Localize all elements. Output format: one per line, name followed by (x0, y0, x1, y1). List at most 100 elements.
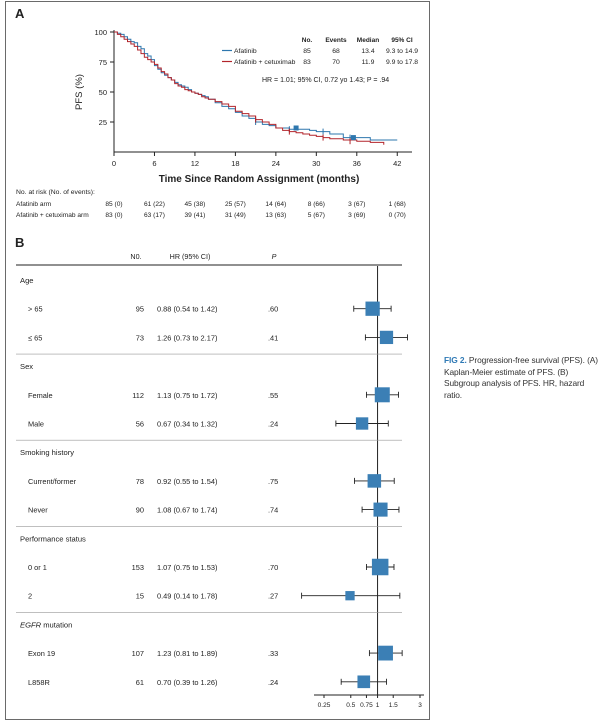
km-legend-value: 68 (332, 48, 340, 55)
forest-col-hr: HR (95% CI) (170, 252, 211, 261)
km-legend-value: 11.9 (362, 59, 375, 66)
km-legend-value: 70 (332, 59, 340, 66)
km-x-tick-label: 42 (393, 159, 401, 168)
km-x-tick-label: 0 (112, 159, 116, 168)
km-y-tick-label: 25 (99, 118, 107, 127)
risk-cell: 0 (70) (389, 212, 406, 219)
km-x-tick-label: 6 (152, 159, 156, 168)
forest-row-label: Male (28, 420, 44, 429)
km-legend-header: No. (302, 37, 313, 44)
risk-title: No. at risk (No. of events): (16, 189, 95, 196)
km-legend-value: 9.3 to 14.9 (386, 48, 418, 55)
risk-cell: 3 (69) (348, 212, 365, 219)
forest-point (378, 645, 393, 661)
km-x-tick-label: 36 (353, 159, 361, 168)
forest-row-label: Never (28, 506, 48, 515)
forest-row-label: > 65 (28, 305, 43, 314)
forest-row-label: Current/former (28, 477, 77, 486)
km-marker (350, 135, 356, 141)
forest-row-p: .74 (268, 506, 278, 515)
forest-point (367, 474, 382, 488)
forest-x-tick-label: 1.5 (389, 702, 398, 709)
km-legend-header: Events (325, 37, 347, 44)
km-y-axis-label: PFS (%) (74, 74, 85, 110)
forest-row-p: .33 (268, 649, 278, 658)
forest-col-p: P (272, 252, 277, 261)
panel-b-letter: B (15, 235, 24, 250)
forest-row-hr: 0.67 (0.34 to 1.32) (157, 420, 217, 429)
forest-point (345, 591, 355, 601)
forest-row-hr: 0.49 (0.14 to 1.78) (157, 592, 217, 601)
km-x-tick-label: 24 (272, 159, 280, 168)
km-legend: No. Events Median 95% CI Afatinib 85 68 13.4 9.3… (222, 37, 418, 66)
forest-row-hr: 1.26 (0.73 to 2.17) (157, 333, 217, 342)
forest-col-n: N0. (130, 252, 141, 261)
km-y-tick-label: 100 (94, 28, 107, 37)
forest-row-n: 61 (136, 678, 144, 687)
forest-row-label: Exon 19 (28, 649, 55, 658)
km-x-tick-label: 18 (231, 159, 239, 168)
forest-row-hr: 0.92 (0.55 to 1.54) (157, 477, 217, 486)
forest-row-hr: 0.70 (0.39 to 1.26) (157, 678, 217, 687)
forest-row-n: 56 (136, 420, 144, 429)
forest-group-label: Sex (20, 362, 33, 371)
risk-row-label: Afatinib arm (16, 201, 52, 208)
risk-row-label: Afatinib + cetuximab arm (16, 212, 89, 219)
forest-point (373, 502, 388, 517)
forest-row-label: Female (28, 391, 53, 400)
forest-row-p: .24 (268, 420, 278, 429)
risk-cell: 5 (67) (308, 212, 325, 219)
risk-cell: 14 (64) (265, 201, 286, 208)
forest-row-p: .55 (268, 391, 278, 400)
km-legend-name: Afatinib (234, 48, 257, 55)
panel-a-letter: A (15, 6, 25, 21)
forest-group-label: Smoking history (20, 448, 74, 457)
forest-row-p: .75 (268, 477, 278, 486)
forest-row-n: 73 (136, 333, 144, 342)
figure-caption: FIG 2. Progression-free survival (PFS). … (444, 355, 600, 401)
forest-x-tick-label: 3 (418, 702, 422, 709)
forest-group-label: Age (20, 276, 34, 285)
forest-row-label: L858R (28, 678, 50, 687)
caption-label: FIG 2. (444, 355, 467, 365)
forest-row-p: .60 (268, 305, 278, 314)
risk-cell: 83 (0) (105, 212, 122, 219)
figure-frame (5, 1, 430, 720)
forest-group-label: Performance status (20, 534, 86, 543)
forest-point (355, 417, 369, 430)
risk-cell: 63 (17) (144, 212, 165, 219)
forest-point (379, 330, 394, 345)
km-legend-value: 9.9 to 17.8 (386, 59, 418, 66)
forest-row-p: .24 (268, 678, 278, 687)
km-marker (293, 125, 299, 131)
forest-point (365, 301, 380, 316)
risk-cell: 13 (63) (265, 212, 286, 219)
forest-row-p: .70 (268, 563, 278, 572)
hr-annotation: HR = 1.01; 95% CI, 0.72 yo 1.43; P = .94 (262, 77, 389, 84)
forest-x-tick-label: 0.25 (318, 702, 331, 709)
forest-row-n: 153 (132, 563, 144, 572)
forest-row-hr: 1.13 (0.75 to 1.72) (157, 391, 217, 400)
km-legend-value: 13.4 (361, 48, 374, 55)
forest-row-p: .27 (268, 592, 278, 601)
km-curve-1 (114, 31, 385, 145)
risk-cell: 1 (68) (389, 201, 406, 208)
km-legend-header: Median (357, 37, 379, 44)
risk-table: No. at risk (No. of events): Afatinib arm… (16, 189, 406, 219)
risk-cell: 45 (38) (184, 201, 205, 208)
forest-row-hr: 1.07 (0.75 to 1.53) (157, 563, 217, 572)
forest-row-n: 15 (136, 592, 144, 601)
forest-point (371, 558, 389, 576)
km-legend-name: Afatinib + cetuximab (234, 59, 296, 66)
forest-row-n: 78 (136, 477, 144, 486)
forest-point (374, 387, 390, 403)
forest-point (357, 675, 371, 689)
caption-text: Progression-free survival (PFS). (A) Kap… (444, 355, 598, 400)
forest-row-n: 90 (136, 506, 144, 515)
km-x-axis-label: Time Since Random Assignment (months) (159, 174, 360, 185)
km-legend-value: 83 (303, 59, 311, 66)
forest-row-n: 95 (136, 305, 144, 314)
km-y-tick-label: 50 (99, 88, 107, 97)
forest-row-hr: 1.08 (0.67 to 1.74) (157, 506, 217, 515)
